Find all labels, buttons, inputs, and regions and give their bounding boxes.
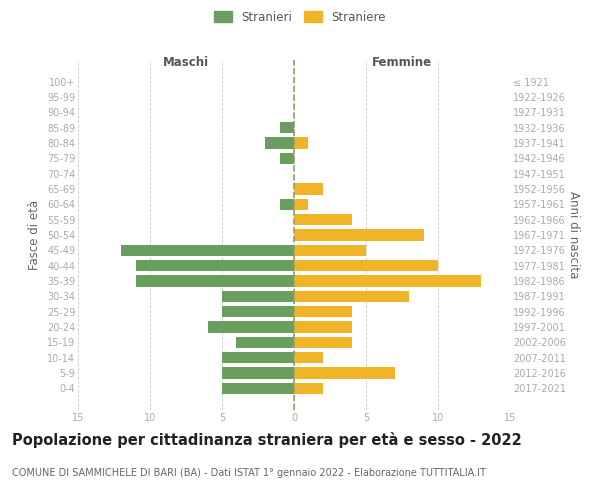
Bar bbox=[208, 322, 294, 333]
Bar bbox=[294, 137, 308, 148]
Bar bbox=[294, 260, 438, 272]
Bar bbox=[294, 322, 352, 333]
Bar bbox=[136, 260, 294, 272]
Bar bbox=[265, 137, 294, 148]
Y-axis label: Fasce di età: Fasce di età bbox=[28, 200, 41, 270]
Text: COMUNE DI SAMMICHELE DI BARI (BA) - Dati ISTAT 1° gennaio 2022 - Elaborazione TU: COMUNE DI SAMMICHELE DI BARI (BA) - Dati… bbox=[12, 468, 486, 477]
Bar bbox=[294, 336, 352, 348]
Bar bbox=[294, 382, 323, 394]
Bar bbox=[294, 229, 424, 241]
Bar bbox=[294, 306, 352, 318]
Bar bbox=[294, 244, 366, 256]
Bar bbox=[222, 382, 294, 394]
Bar bbox=[294, 214, 352, 226]
Bar bbox=[294, 183, 323, 194]
Bar bbox=[121, 244, 294, 256]
Bar bbox=[294, 290, 409, 302]
Bar bbox=[222, 368, 294, 379]
Bar bbox=[280, 152, 294, 164]
Bar bbox=[136, 276, 294, 287]
Y-axis label: Anni di nascita: Anni di nascita bbox=[566, 192, 580, 278]
Bar bbox=[222, 352, 294, 364]
Bar bbox=[294, 198, 308, 210]
Bar bbox=[236, 336, 294, 348]
Bar bbox=[222, 306, 294, 318]
Text: Popolazione per cittadinanza straniera per età e sesso - 2022: Popolazione per cittadinanza straniera p… bbox=[12, 432, 522, 448]
Bar bbox=[294, 352, 323, 364]
Bar bbox=[294, 368, 395, 379]
Bar bbox=[280, 122, 294, 134]
Bar bbox=[222, 290, 294, 302]
Text: Maschi: Maschi bbox=[163, 56, 209, 70]
Text: Femmine: Femmine bbox=[372, 56, 432, 70]
Legend: Stranieri, Straniere: Stranieri, Straniere bbox=[209, 6, 391, 28]
Bar bbox=[294, 276, 481, 287]
Bar bbox=[280, 198, 294, 210]
